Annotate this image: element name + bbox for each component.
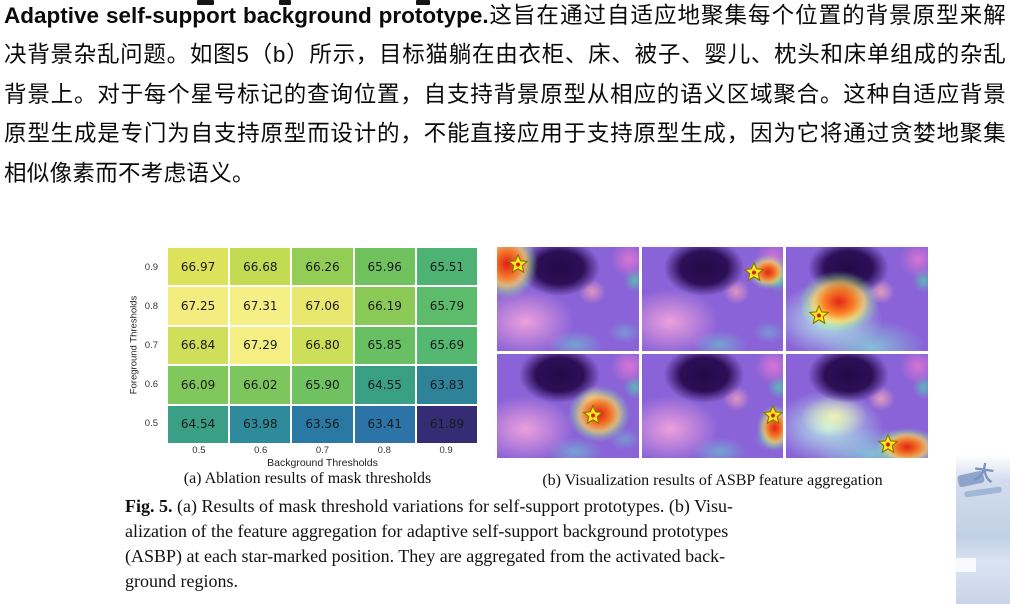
watermark: 大 [956,455,1010,604]
panel-a-heatmap: Foreground Thresholds 0.9 0.8 0.7 0.6 0.5 66… [125,245,490,487]
watermark-mark [957,470,985,488]
heatmap-cell: 67.31 [230,287,291,325]
heatmap-cell: 63.83 [416,366,477,404]
heatmap-y-ticks: 0.9 0.8 0.7 0.6 0.5 [125,248,163,443]
heatmap-cell: 66.97 [168,248,229,286]
heatmap-cell: 67.25 [168,287,229,325]
figure-caption: Fig. 5. (a) Results of mask threshold va… [125,494,927,594]
star-marker [743,261,765,283]
watermark-mark [963,486,1003,498]
heatmap-cell: 67.06 [292,287,353,325]
watermark-character: 大 [972,461,996,487]
y-tick-label: 0.6 [144,379,158,390]
heatmap-cell: 66.68 [230,248,291,286]
visualization-tile [786,247,928,351]
figure-caption-label: Fig. 5. [125,496,173,516]
cropped-text-remnant [416,0,430,5]
cropped-text-remnant [279,0,291,5]
cropped-text-remnant [197,0,214,5]
heatmap-cell: 66.09 [168,366,229,404]
panel-b-caption: (b) Visualization results of ASBP featur… [542,472,883,489]
heatmap-grid: 66.97 66.68 66.26 65.96 65.51 67.25 67.31 67.06… [168,248,477,443]
panel-b-grid [497,247,928,458]
x-tick-label: 0.7 [315,445,330,456]
figure-caption-text: (a) Results of mask threshold variations… [125,496,733,591]
x-tick-label: 0.6 [254,445,268,456]
heatmap-cell: 64.55 [354,366,415,404]
y-tick-label: 0.7 [144,340,158,351]
heatmap-cell: 63.56 [292,405,353,443]
panel-b-visualization: (b) Visualization results of ASBP featur… [497,247,928,489]
star-marker [507,253,529,275]
heatmap-x-axis-label: Background Thresholds [267,457,378,469]
star-marker-icon [877,433,899,454]
watermark-mark [956,558,976,572]
heatmap-cell: 66.02 [230,366,291,404]
star-marker [808,304,830,326]
heatmap-cell: 66.80 [292,326,353,365]
star-marker-icon [762,404,784,425]
star-marker-icon [582,404,604,425]
heatmap-cell: 63.98 [230,405,291,443]
heatmap-cell: 66.26 [292,248,353,286]
visualization-tile [497,354,639,458]
visualization-tile [641,247,784,351]
heatmap-cell: 65.51 [416,248,477,286]
heatmap-cell: 65.69 [416,326,477,365]
paragraph: Adaptive self-support background prototy… [4,0,1006,193]
visualization-tile [786,354,928,458]
star-marker [582,404,604,426]
heatmap-cell: 64.54 [168,405,229,443]
y-tick-label: 0.8 [144,301,158,312]
star-marker-icon [808,304,830,324]
activation-hotspot [798,271,879,334]
heatmap-cell: 66.84 [168,326,229,365]
x-tick-label: 0.9 [439,445,453,456]
star-marker-icon [743,261,765,282]
heatmap-x-ticks: 0.5 0.6 0.7 0.8 0.9 [168,445,477,456]
heatmap-cell: 65.79 [416,287,477,325]
paragraph-body: 这旨在通过自适应地聚集每个位置的背景原型来解决背景杂乱问题。如图5（b）所示，目… [4,3,1007,186]
heatmap-cell: 65.90 [292,366,353,404]
panel-a-caption: (a) Ablation results of mask thresholds [183,470,432,487]
y-tick-label: 0.9 [144,262,158,273]
heatmap-cell: 66.19 [354,287,415,325]
x-tick-label: 0.5 [192,445,206,456]
visualization-tile [641,354,784,458]
star-marker-icon [507,253,529,274]
paragraph-lead: Adaptive self-support background prototy… [4,3,489,28]
heatmap-cell: 65.85 [354,326,415,365]
heatmap-cell: 63.41 [354,405,415,443]
heatmap-cell: 67.29 [230,326,291,365]
star-marker [762,404,784,426]
y-tick-label: 0.5 [144,418,158,429]
visualization-tile [497,247,639,351]
heatmap-cell: 61.89 [416,405,477,443]
heatmap-cell: 65.96 [354,248,415,286]
star-marker [877,433,899,455]
x-tick-label: 0.8 [377,445,391,456]
